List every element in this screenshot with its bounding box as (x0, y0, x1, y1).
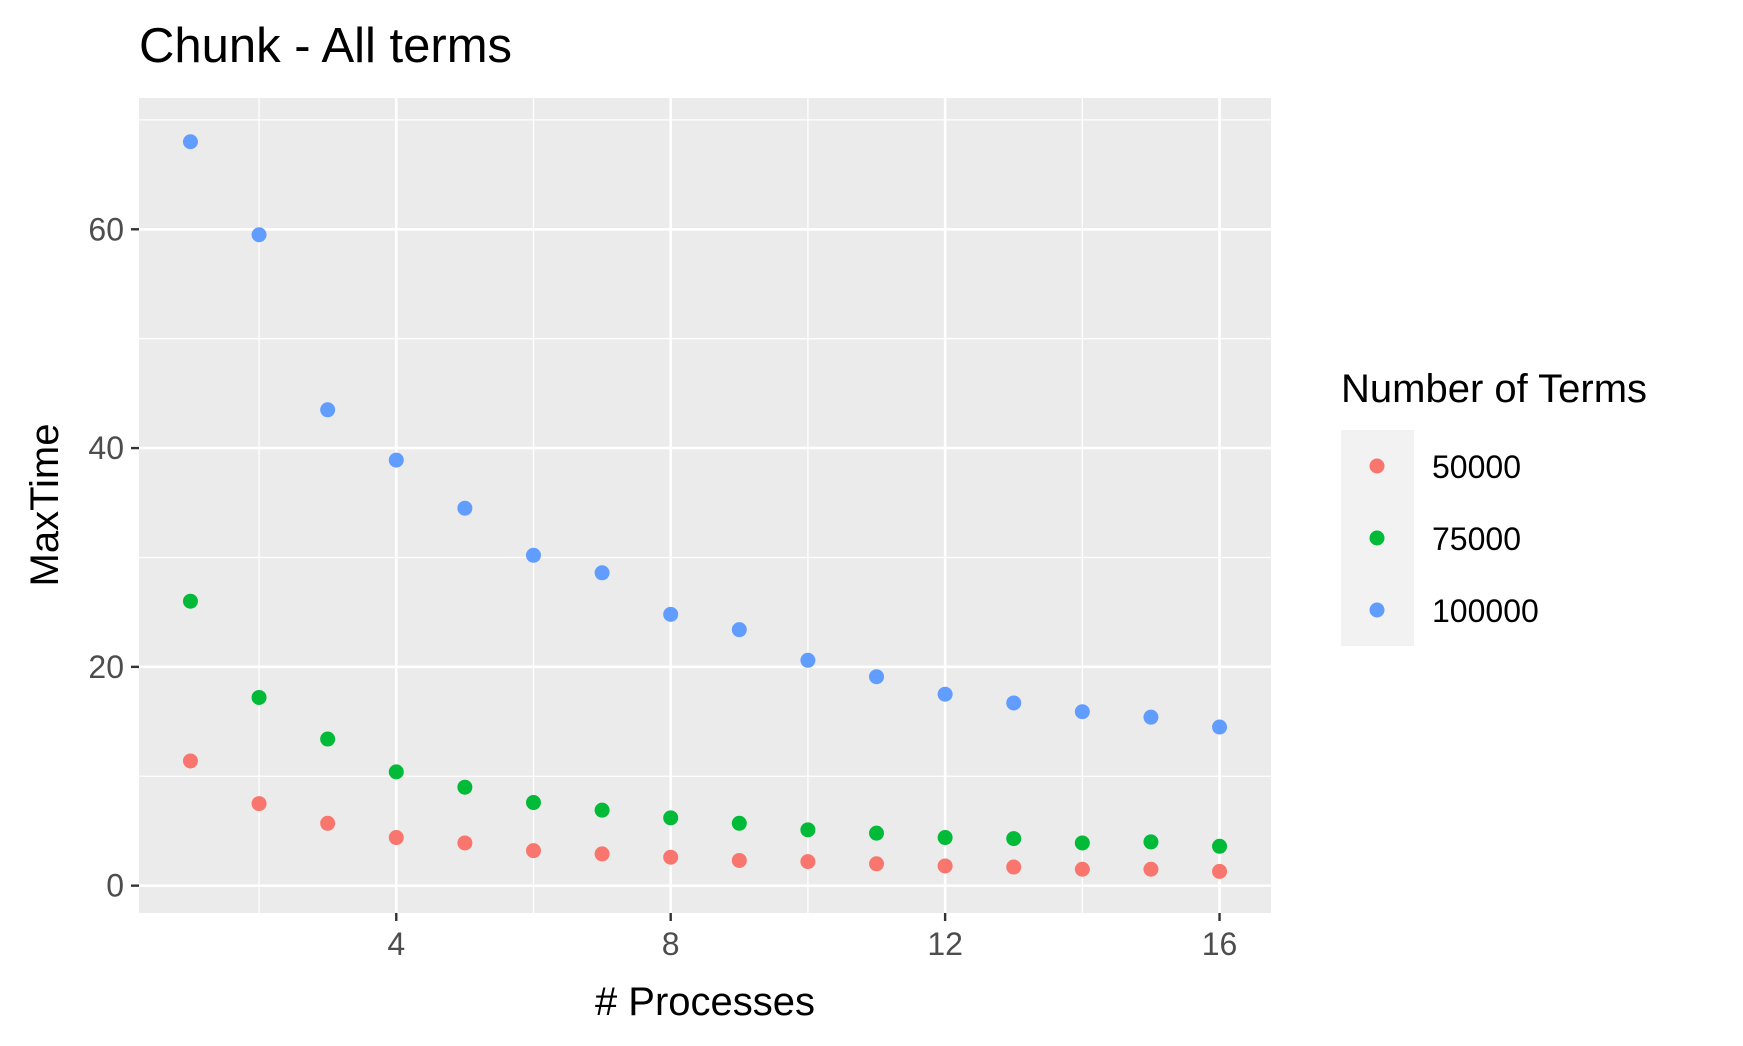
x-tick-label: 12 (927, 926, 963, 962)
legend-key-75000 (1369, 530, 1385, 546)
data-point-75000 (731, 815, 747, 831)
data-point-75000 (1006, 831, 1022, 847)
data-point-100000 (525, 547, 541, 563)
data-point-50000 (800, 854, 816, 870)
data-point-75000 (251, 689, 267, 705)
data-point-75000 (320, 731, 336, 747)
data-point-75000 (663, 810, 679, 826)
legend-title: Number of Terms (1341, 367, 1647, 411)
data-points (182, 134, 1228, 879)
data-point-100000 (182, 134, 198, 150)
data-point-50000 (937, 858, 953, 874)
y-tick-label: 0 (106, 868, 124, 904)
x-tick-label: 8 (662, 926, 680, 962)
data-point-50000 (182, 753, 198, 769)
data-point-50000 (594, 846, 610, 862)
data-point-50000 (525, 843, 541, 859)
y-tick-label: 20 (88, 649, 124, 685)
data-point-75000 (457, 779, 473, 795)
data-point-100000 (457, 500, 473, 516)
data-point-100000 (1074, 704, 1090, 720)
data-point-50000 (1143, 861, 1159, 877)
data-point-75000 (182, 593, 198, 609)
chart-title: Chunk - All terms (139, 19, 512, 73)
data-point-50000 (251, 796, 267, 812)
data-point-100000 (1212, 719, 1228, 735)
data-point-75000 (869, 825, 885, 841)
axes: 0 20 40 60 4 8 12 16 (88, 211, 1237, 962)
legend-items: 50000 75000 100000 (1369, 449, 1539, 629)
data-point-75000 (1212, 838, 1228, 854)
data-point-75000 (937, 830, 953, 846)
data-point-100000 (251, 227, 267, 243)
legend-label-100000: 100000 (1432, 593, 1539, 629)
legend-key-100000 (1369, 602, 1385, 618)
data-point-50000 (457, 835, 473, 851)
x-tick-label: 16 (1202, 926, 1238, 962)
data-point-50000 (731, 852, 747, 868)
x-axis-title: # Processes (595, 980, 815, 1024)
data-point-75000 (388, 764, 404, 780)
data-point-100000 (1006, 695, 1022, 711)
data-point-50000 (320, 815, 336, 831)
legend-label-75000: 75000 (1432, 521, 1521, 557)
y-tick-label: 60 (88, 211, 124, 247)
legend-label-50000: 50000 (1432, 449, 1521, 485)
data-point-100000 (937, 686, 953, 702)
data-point-100000 (594, 565, 610, 581)
data-point-50000 (388, 830, 404, 846)
data-point-100000 (388, 452, 404, 468)
data-point-50000 (1212, 863, 1228, 879)
x-tick-label: 4 (387, 926, 405, 962)
data-point-100000 (731, 622, 747, 638)
data-point-75000 (1074, 835, 1090, 851)
y-tick-label: 40 (88, 430, 124, 466)
data-point-100000 (869, 669, 885, 685)
data-point-75000 (594, 802, 610, 818)
data-point-75000 (800, 822, 816, 838)
data-point-100000 (1143, 709, 1159, 725)
legend-key-50000 (1369, 458, 1385, 474)
data-point-100000 (320, 402, 336, 418)
legend: Number of Terms 50000 75000 100000 (1341, 367, 1647, 646)
data-point-50000 (1074, 861, 1090, 877)
y-axis-title: MaxTime (23, 424, 67, 587)
data-point-50000 (663, 849, 679, 865)
data-point-75000 (525, 795, 541, 811)
plot-panel (139, 98, 1271, 913)
data-point-50000 (869, 856, 885, 872)
data-point-75000 (1143, 834, 1159, 850)
data-point-100000 (800, 652, 816, 668)
data-point-100000 (663, 606, 679, 622)
data-point-50000 (1006, 859, 1022, 875)
